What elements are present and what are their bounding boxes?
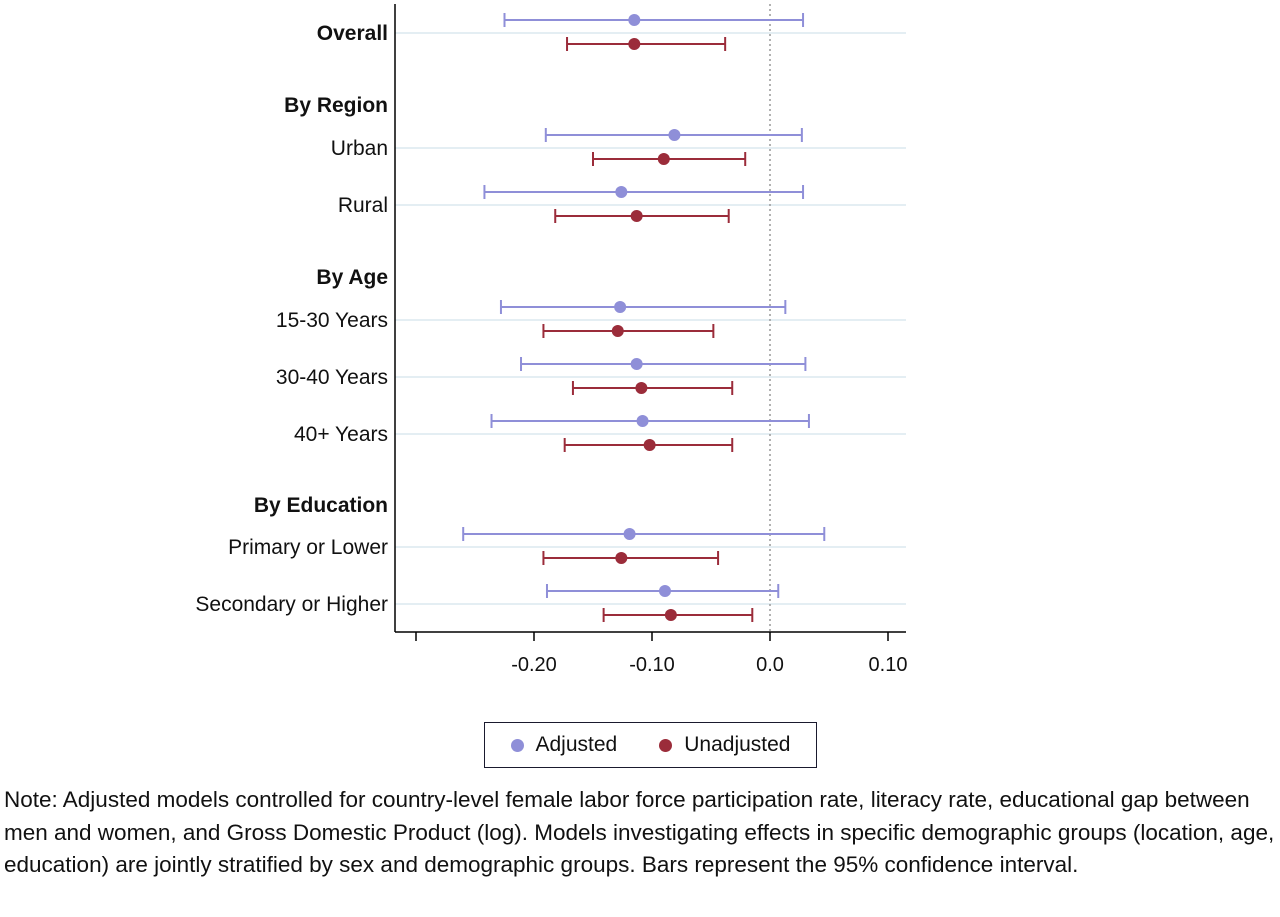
unadjusted-point bbox=[615, 552, 628, 564]
unadjusted-point bbox=[643, 439, 656, 451]
x-tick-label: -0.10 bbox=[629, 654, 675, 676]
adjusted-point bbox=[628, 14, 641, 26]
forest-plot: -0.20 -0.10 0.0 0.10 Overall By Region Urban Ru… bbox=[195, 4, 908, 676]
row-label: Primary or Lower bbox=[228, 536, 388, 559]
legend-item-unadjusted: Unadjusted bbox=[659, 733, 790, 757]
row-label: Rural bbox=[338, 194, 388, 217]
unadjusted-point bbox=[611, 325, 624, 337]
group-header: By Education bbox=[254, 494, 388, 517]
x-tick-label: -0.20 bbox=[511, 654, 557, 676]
legend-marker-unadjusted bbox=[659, 738, 673, 752]
legend-item-adjusted: Adjusted bbox=[510, 733, 618, 757]
group-header: By Region bbox=[284, 94, 388, 117]
row-label: 30-40 Years bbox=[276, 366, 388, 389]
group-header: By Age bbox=[316, 266, 388, 289]
legend-marker-adjusted bbox=[510, 738, 524, 752]
x-tick-label: 0.0 bbox=[756, 654, 784, 676]
adjusted-point bbox=[615, 186, 628, 198]
adjusted-point bbox=[614, 301, 627, 313]
unadjusted-point bbox=[630, 210, 643, 222]
unadjusted-point bbox=[635, 382, 648, 394]
row-label: 40+ Years bbox=[294, 423, 388, 446]
row-label: Urban bbox=[331, 137, 388, 160]
adjusted-point bbox=[623, 528, 636, 540]
legend-label-adjusted: Adjusted bbox=[535, 733, 618, 756]
x-tick-label: 0.10 bbox=[869, 654, 908, 676]
figure-note: Note: Adjusted models controlled for cou… bbox=[4, 787, 1275, 877]
adjusted-point bbox=[658, 585, 671, 597]
adjusted-point bbox=[630, 358, 643, 370]
row-label: 15-30 Years bbox=[276, 309, 388, 332]
legend: Adjusted Unadjusted bbox=[484, 722, 817, 768]
group-header: Overall bbox=[317, 22, 388, 45]
row-label: Secondary or Higher bbox=[195, 593, 388, 616]
unadjusted-point bbox=[664, 609, 677, 621]
unadjusted-point bbox=[657, 153, 670, 165]
adjusted-point bbox=[668, 129, 681, 141]
unadjusted-point bbox=[628, 38, 641, 50]
adjusted-point bbox=[636, 415, 649, 427]
legend-label-unadjusted: Unadjusted bbox=[684, 733, 791, 756]
